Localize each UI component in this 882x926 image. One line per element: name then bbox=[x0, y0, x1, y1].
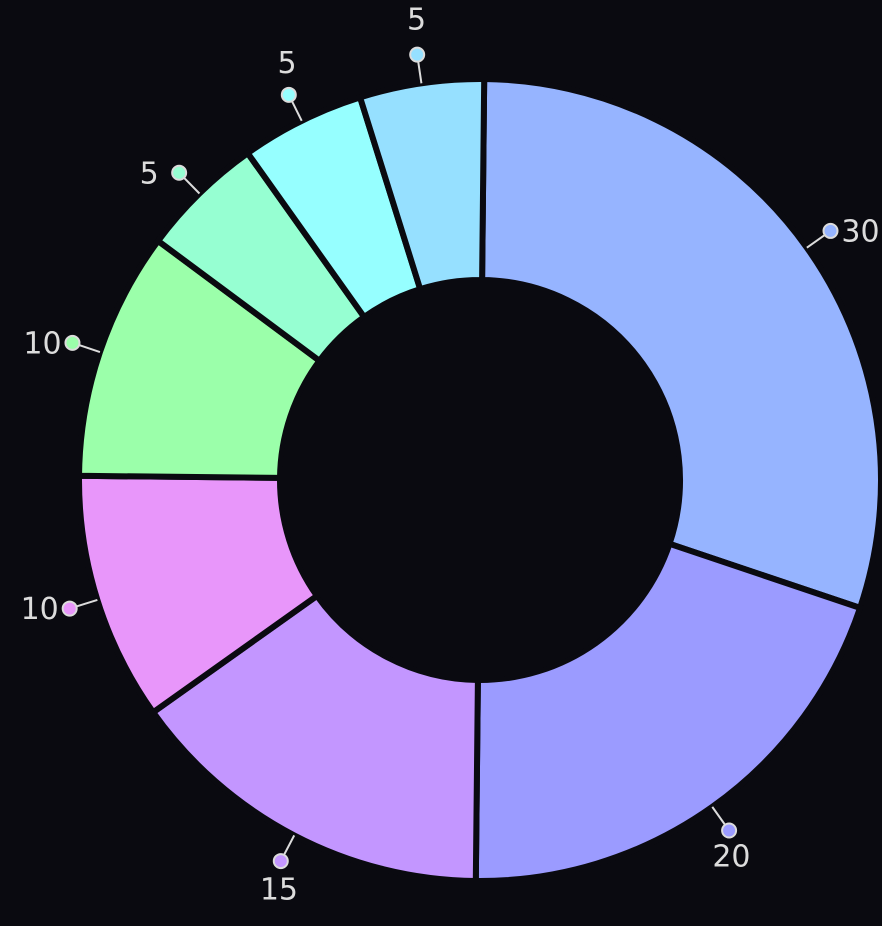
label-dot bbox=[409, 46, 426, 63]
donut-slice bbox=[75, 236, 324, 481]
donut-slice bbox=[76, 472, 322, 717]
donut-slice bbox=[356, 76, 488, 293]
label-dot bbox=[272, 853, 289, 870]
data-label: 10 bbox=[21, 592, 59, 627]
label-dot bbox=[171, 164, 188, 181]
donut-hole bbox=[282, 282, 678, 678]
data-label: 20 bbox=[712, 840, 750, 875]
donut-slice bbox=[472, 539, 864, 884]
data-label: 5 bbox=[140, 156, 159, 191]
data-label: 5 bbox=[407, 2, 426, 37]
donut-slice bbox=[148, 591, 481, 885]
label-dot bbox=[822, 222, 839, 239]
label-dot bbox=[280, 86, 297, 103]
data-label: 5 bbox=[277, 46, 296, 81]
label-dot bbox=[721, 822, 738, 839]
data-label: 30 bbox=[841, 214, 879, 249]
label-dot bbox=[64, 334, 81, 351]
donut-slice bbox=[479, 75, 882, 612]
data-label: 10 bbox=[23, 326, 61, 361]
label-dot bbox=[61, 600, 78, 617]
data-label: 15 bbox=[260, 873, 298, 908]
